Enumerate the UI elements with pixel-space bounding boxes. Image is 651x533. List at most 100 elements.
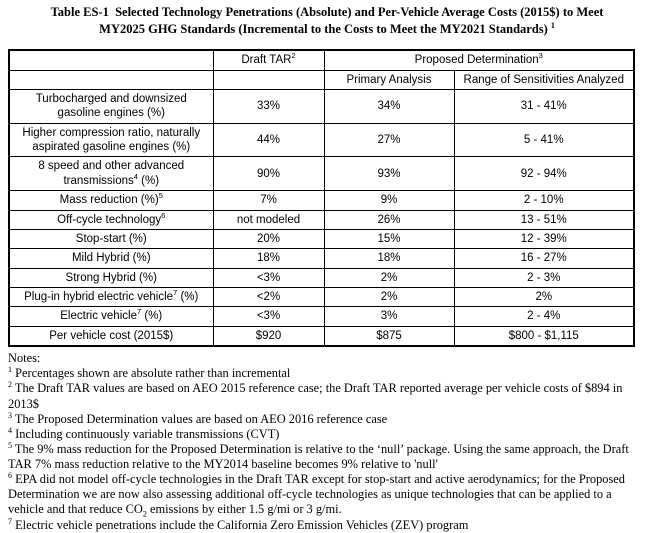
footnote-text: Percentages shown are absolute rather th… xyxy=(12,366,291,381)
footnote-6: 6 EPA did not model off-cycle technologi… xyxy=(8,471,642,519)
range-cell: 2% xyxy=(453,287,635,308)
row-label-cell: Mild Hybrid (%) xyxy=(8,248,214,269)
row-label: Plug-in hybrid electric vehicle xyxy=(24,291,174,304)
primary-analysis-cell: $875 xyxy=(323,325,455,347)
primary-analysis-cell: 34% xyxy=(323,88,455,124)
footnote-text-cont: emissions by either 1.5 g/mi or 3 g/mi. xyxy=(146,502,342,517)
primary-analysis-cell: 26% xyxy=(323,209,455,230)
footnote-text: The Draft TAR values are based on AEO 20… xyxy=(8,381,623,411)
table-title: Table ES-1 Selected Technology Penetrati… xyxy=(8,5,646,37)
row-footnote-ref: 6 xyxy=(161,210,166,220)
draft-tar-cell: 44% xyxy=(212,122,325,158)
row-label-cell: Electric vehicle7 (%) xyxy=(8,306,214,327)
row-label: Per vehicle cost (2015$) xyxy=(49,329,174,342)
row-footnote-ref: 5 xyxy=(158,191,163,201)
footnote-7: 7 Electric vehicle penetrations include … xyxy=(8,516,642,533)
range-header: Range of Sensitivities Analyzed xyxy=(453,69,635,90)
footnote-2: 2 The Draft TAR values are based on AEO … xyxy=(8,381,642,411)
draft-tar-cell: not modeled xyxy=(212,209,325,230)
title-footnote-ref: 1 xyxy=(550,20,555,30)
row-label-cell: Turbocharged and downsized gasoline engi… xyxy=(8,88,214,124)
primary-analysis-cell: 93% xyxy=(323,156,455,192)
range-cell: 92 - 94% xyxy=(453,156,635,192)
draft-tar-cell: 33% xyxy=(212,88,325,124)
draft-tar-cell: $920 xyxy=(212,325,325,347)
table-row-higher-compression: Higher compression ratio, naturally aspi… xyxy=(8,122,635,158)
header-row-sub: Primary Analysis Range of Sensitivities … xyxy=(8,69,635,90)
row-label-suffix: (%) xyxy=(141,310,163,323)
footnote-text: The Proposed Determination values are ba… xyxy=(12,411,388,426)
row-footnote-ref: 4 xyxy=(133,171,138,181)
footnote-number: 7 xyxy=(8,516,12,526)
footnote-5: 5 The 9% mass reduction for the Proposed… xyxy=(8,440,642,472)
draft-tar-cell: <2% xyxy=(212,287,325,308)
table-title-line1: Table ES-1 Selected Technology Penetrati… xyxy=(50,5,604,19)
footnote-number: 1 xyxy=(8,365,12,375)
proposed-determination-header-label: Proposed Determination xyxy=(414,54,539,67)
draft-tar-footnote-ref: 2 xyxy=(291,51,296,61)
footnote-text: Including continuously variable transmis… xyxy=(12,426,280,441)
row-label-cell: Higher compression ratio, naturally aspi… xyxy=(8,122,214,158)
draft-tar-cell: 18% xyxy=(212,248,325,269)
footnote-number: 5 xyxy=(8,440,12,450)
range-cell: 16 - 27% xyxy=(453,248,635,269)
draft-tar-cell: 90% xyxy=(212,156,325,192)
row-label: Stop-start (%) xyxy=(75,232,147,245)
range-cell: 2 - 4% xyxy=(453,306,635,327)
row-label-cell: Per vehicle cost (2015$) xyxy=(8,325,214,347)
proposed-determination-footnote-ref: 3 xyxy=(538,51,543,61)
row-label-cell: Strong Hybrid (%) xyxy=(8,267,214,289)
footnote-4: 4 Including continuously variable transm… xyxy=(8,425,642,442)
table-row-8-speed-transmissions: 8 speed and other advanced transmissions… xyxy=(8,156,635,192)
corner-cell-top xyxy=(8,49,214,71)
row-label-cell: Plug-in hybrid electric vehicle7 (%) xyxy=(8,287,214,308)
table-row-mild-hybrid: Mild Hybrid (%) 18% 18% 16 - 27% xyxy=(8,248,635,269)
row-label: Electric vehicle xyxy=(60,310,137,323)
primary-analysis-cell: 15% xyxy=(323,228,455,250)
row-label: Off-cycle technology xyxy=(57,213,162,226)
draft-tar-header-label: Draft TAR xyxy=(241,54,292,67)
primary-analysis-cell: 2% xyxy=(323,287,455,308)
corner-cell-bottom xyxy=(8,69,214,90)
range-cell: 31 - 41% xyxy=(453,88,635,124)
footnote-number: 6 xyxy=(8,471,12,481)
primary-analysis-cell: 18% xyxy=(323,248,455,269)
row-label-suffix: (%) xyxy=(137,174,160,187)
draft-tar-header: Draft TAR2 xyxy=(212,49,325,71)
footnote-text: Electric vehicle penetrations include th… xyxy=(12,517,469,532)
range-cell: 5 - 41% xyxy=(453,122,635,158)
footnote-number: 4 xyxy=(8,425,12,435)
row-label: Turbocharged and downsized gasoline engi… xyxy=(35,92,187,120)
table-row-turbocharged: Turbocharged and downsized gasoline engi… xyxy=(8,88,635,124)
row-label: Higher compression ratio, naturally aspi… xyxy=(22,126,201,154)
header-row-group: Draft TAR2 Proposed Determination3 xyxy=(8,49,635,71)
row-label-cell: Off-cycle technology6 xyxy=(8,209,214,230)
footnote-number: 3 xyxy=(8,410,12,420)
table-title-line2-text: MY2025 GHG Standards (Incremental to the… xyxy=(99,21,548,36)
primary-analysis-cell: 2% xyxy=(323,267,455,289)
primary-analysis-cell: 9% xyxy=(323,190,455,211)
row-footnote-ref: 7 xyxy=(136,307,142,317)
primary-analysis-cell: 3% xyxy=(323,306,455,327)
draft-tar-cell: 7% xyxy=(212,190,325,211)
footnote-1: 1 Percentages shown are absolute rather … xyxy=(8,366,642,381)
footnote-number: 2 xyxy=(8,380,12,390)
row-label-cell: Stop-start (%) xyxy=(8,228,214,250)
table-title-line2: MY2025 GHG Standards (Incremental to the… xyxy=(18,21,636,38)
table-row-electric-vehicle: Electric vehicle7 (%) <3% 3% 2 - 4% xyxy=(8,306,635,327)
range-cell: 13 - 51% xyxy=(453,209,635,230)
range-cell: $800 - $1,115 xyxy=(453,325,635,347)
table-row-stop-start: Stop-start (%) 20% 15% 12 - 39% xyxy=(8,228,635,250)
table-row-plug-in-hybrid: Plug-in hybrid electric vehicle7 (%) <2%… xyxy=(8,287,635,308)
notes-section: Notes: 1 Percentages shown are absolute … xyxy=(8,351,642,533)
footnote-subscript: 2 xyxy=(142,509,147,519)
notes-heading: Notes: xyxy=(8,351,41,366)
table-row-mass-reduction: Mass reduction (%)5 7% 9% 2 - 10% xyxy=(8,190,635,211)
row-label: Mass reduction (%) xyxy=(59,194,159,207)
technology-penetration-table: Draft TAR2 Proposed Determination3 Prima… xyxy=(8,49,635,348)
primary-analysis-cell: 27% xyxy=(323,122,455,158)
row-label-cell: 8 speed and other advanced transmissions… xyxy=(8,156,214,192)
range-cell: 12 - 39% xyxy=(453,228,635,250)
table-row-strong-hybrid: Strong Hybrid (%) <3% 2% 2 - 3% xyxy=(8,267,635,289)
primary-analysis-header: Primary Analysis xyxy=(323,69,455,90)
